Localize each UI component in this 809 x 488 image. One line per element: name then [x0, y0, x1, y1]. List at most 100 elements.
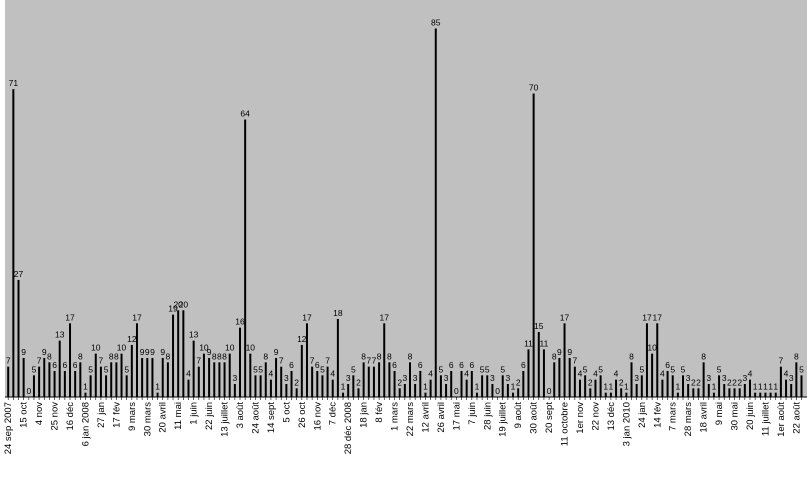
bar-value-label: 70: [529, 83, 539, 93]
bar: [280, 366, 283, 397]
bar-value-label: 1: [758, 382, 763, 392]
bar: [316, 370, 319, 397]
bar: [573, 366, 576, 397]
bar: [785, 379, 788, 397]
bar: [728, 388, 731, 397]
bar-value-label: 1: [676, 382, 681, 392]
bar: [187, 379, 190, 397]
bar: [177, 310, 180, 397]
bar: [69, 323, 72, 397]
bar-value-label: 1: [83, 382, 88, 392]
bar: [58, 340, 61, 397]
bar: [208, 357, 211, 397]
bar: [84, 392, 87, 397]
bar-value-label: 8: [701, 351, 706, 361]
bar-value-label: 3: [789, 373, 794, 383]
bar: [527, 349, 530, 397]
bar: [156, 392, 159, 397]
bar: [383, 323, 386, 397]
x-tick-label: 28 déc 2008: [343, 402, 354, 454]
bar-value-label: 7: [325, 356, 330, 366]
bar: [233, 383, 236, 397]
x-tick-label: 24 jan: [637, 402, 648, 428]
bar: [558, 357, 561, 397]
bar-value-label: 17: [653, 312, 663, 322]
bar: [666, 370, 669, 397]
bar-value-label: 5: [485, 364, 490, 374]
bar: [779, 366, 782, 397]
bar-value-label: 19: [168, 304, 178, 314]
bar: [661, 379, 664, 397]
bar: [259, 375, 262, 397]
bar-value-label: 5: [104, 364, 109, 374]
bar-value-label: 27: [14, 269, 24, 279]
bar: [409, 362, 411, 397]
bar: [506, 383, 509, 397]
bar-value-label: 9: [207, 347, 212, 357]
bar-value-label: 10: [225, 343, 235, 353]
bar: [671, 375, 674, 397]
bar-value-label: 8: [212, 351, 217, 361]
bar-value-label: 17: [380, 312, 390, 322]
bar: [388, 362, 391, 397]
bar-value-label: 6: [289, 360, 294, 370]
bar: [53, 370, 56, 397]
bar: [38, 366, 41, 397]
bar-value-label: 9: [21, 347, 26, 357]
x-tick-label: 13 déc: [606, 402, 617, 431]
bar: [362, 362, 365, 397]
bar: [275, 357, 278, 397]
bar-value-label: 13: [189, 330, 199, 340]
x-tick-labels-group: 24 sep 2007 15 oct 4 nov 25 nov 16 déc 6 jan …: [3, 402, 802, 455]
bar: [347, 383, 350, 397]
bar: [625, 392, 628, 397]
bar-value-label: 4: [578, 369, 583, 379]
bar-value-label: 8: [47, 351, 52, 361]
bar: [517, 388, 520, 397]
bar-value-label: 7: [196, 356, 201, 366]
bar-value-label: 12: [127, 334, 137, 344]
x-tick-label: 25 nov: [50, 402, 61, 431]
bar: [357, 388, 360, 397]
x-tick-label: 24 août: [250, 402, 261, 434]
x-tick-label: 14 sept: [266, 402, 277, 434]
bar-value-label: 2: [619, 377, 624, 387]
bar-value-label: 6: [392, 360, 397, 370]
bar-value-label: 20: [179, 299, 189, 309]
bar-value-label: 12: [297, 334, 307, 344]
bar: [146, 357, 149, 397]
bar: [733, 388, 736, 397]
bar: [182, 310, 185, 397]
bar: [398, 388, 401, 397]
bar-value-label: 71: [9, 78, 19, 88]
bar: [718, 375, 721, 397]
bar: [712, 392, 715, 397]
bar: [300, 344, 303, 397]
bar: [223, 362, 226, 397]
bar: [110, 362, 113, 397]
bar: [764, 392, 767, 397]
bar-value-label: 17: [560, 312, 570, 322]
bar-value-label: 2: [732, 377, 737, 387]
x-tick-label: 30 mai: [730, 402, 741, 431]
x-tick-label: 9 mars: [127, 402, 138, 431]
x-tick-label: 26 avril: [436, 402, 447, 433]
bar-value-label: 0: [26, 386, 31, 396]
x-tick-label: 27 jan: [96, 402, 107, 428]
bar: [589, 388, 592, 397]
bar: [197, 366, 200, 397]
bar-value-label: 3: [686, 373, 691, 383]
bars-group: [7, 28, 803, 397]
bar-value-label: 4: [330, 369, 335, 379]
bar-value-label: 10: [647, 343, 657, 353]
bar: [135, 323, 138, 397]
bar: [414, 383, 417, 397]
bar-value-label: 8: [166, 351, 171, 361]
bar: [542, 349, 545, 397]
bar-value-label: 9: [42, 347, 47, 357]
bar: [429, 379, 432, 397]
bar-value-label: 7: [572, 356, 577, 366]
bar-value-label: 5: [320, 364, 325, 374]
